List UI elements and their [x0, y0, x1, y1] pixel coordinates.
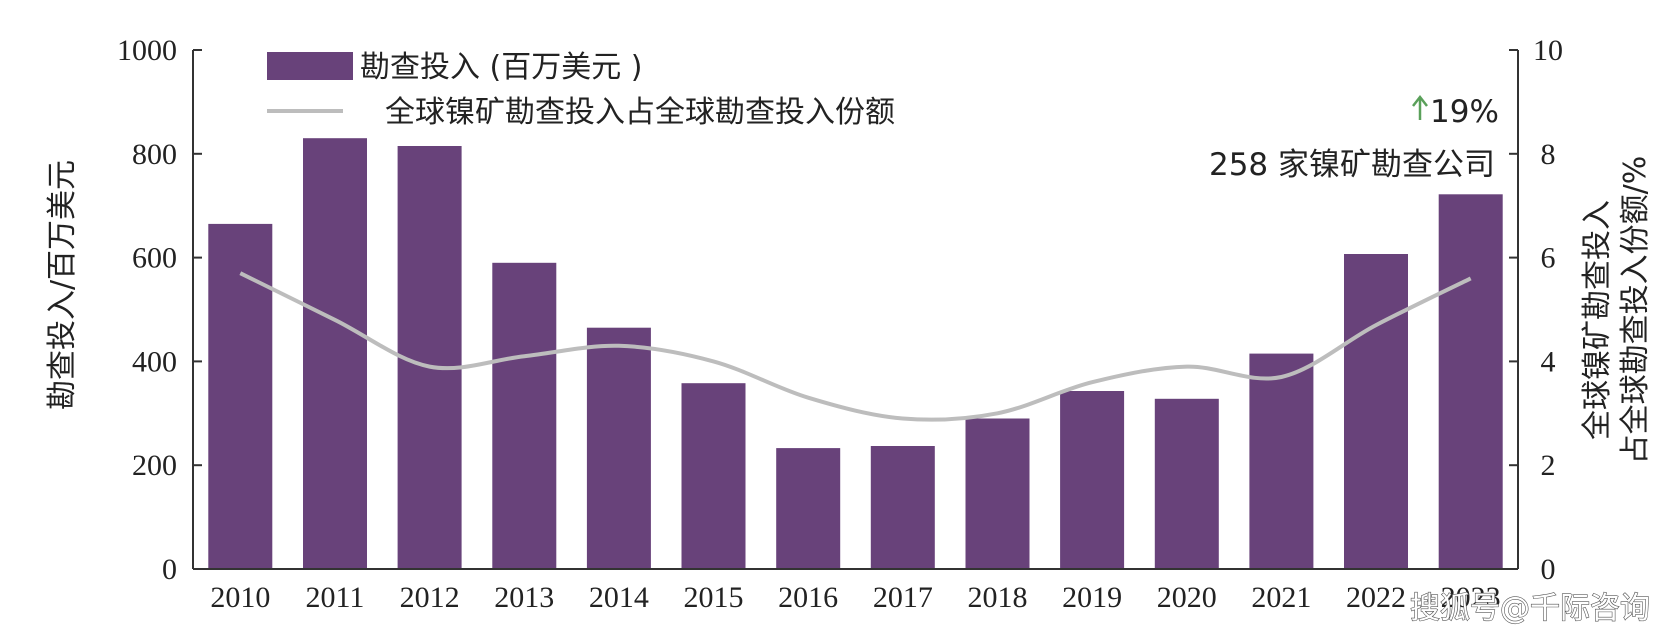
y2-axis-title-line2: 占全球勘查投入份额/% [1618, 156, 1653, 465]
x-tick-label: 2022 [1346, 581, 1406, 614]
tick-labels: 0 200 400 600 800 1000 0 2 4 6 8 10 2010 2011 2012 2013… [117, 34, 1563, 614]
bar-2012 [397, 146, 462, 569]
y2-axis-title-line1: 全球镍矿勘查投入 [1580, 200, 1615, 440]
x-tick-label: 2015 [684, 581, 744, 614]
y-tick-label: 1000 [117, 34, 177, 67]
y2-tick-label: 10 [1533, 34, 1563, 67]
bar-2023 [1438, 194, 1503, 570]
growth-label: 19% [1430, 94, 1499, 130]
bar-2011 [303, 138, 367, 569]
y-tick-label: 800 [132, 138, 177, 171]
y2-tick-label: 6 [1541, 242, 1556, 275]
bar-2019 [1060, 391, 1125, 569]
bar-2014 [586, 327, 651, 569]
companies-annotation: 258 家镍矿勘查公司 [1209, 147, 1495, 183]
y2-tick-label: 0 [1541, 553, 1556, 586]
axes [192, 49, 1519, 570]
y2-tick-label: 4 [1541, 345, 1556, 378]
y-axis-title: 勘查投入/百万美元 [45, 160, 80, 410]
y2-tick-label: 8 [1541, 138, 1556, 171]
up-arrow-icon [1412, 94, 1428, 120]
x-tick-label: 2010 [210, 581, 270, 614]
y-tick-label: 200 [132, 449, 177, 482]
x-tick-label: 2016 [778, 581, 838, 614]
bar-2016 [776, 448, 841, 569]
y-tick-label: 400 [132, 345, 177, 378]
x-tick-label: 2018 [967, 581, 1027, 614]
legend: 勘查投入 (百万美元 ) 全球镍矿勘查投入占全球勘查投入份额 [267, 50, 895, 130]
legend-bar-swatch [267, 52, 353, 80]
bar-2013 [492, 262, 557, 569]
x-tick-label: 2012 [400, 581, 460, 614]
x-tick-label: 2011 [306, 581, 365, 614]
y-tick-label: 600 [132, 242, 177, 275]
x-tick-label: 2014 [589, 581, 649, 614]
legend-line-label: 全球镍矿勘查投入占全球勘查投入份额 [385, 95, 895, 130]
x-tick-label: 2019 [1062, 581, 1122, 614]
bar-2022 [1344, 254, 1408, 569]
growth-annotation: 19% [1412, 94, 1499, 130]
x-tick-label: 2017 [873, 581, 933, 614]
share-line [239, 271, 1472, 422]
legend-bar-label: 勘查投入 (百万美元 ) [360, 50, 642, 85]
bar-2015 [681, 383, 746, 569]
y-tick-label: 0 [162, 553, 177, 586]
bar-2010 [208, 223, 273, 569]
y2-tick-label: 2 [1541, 449, 1556, 482]
x-tick-label: 2021 [1251, 581, 1311, 614]
watermark: 搜狐号@千际咨询 [1410, 591, 1650, 626]
bar-2018 [965, 418, 1030, 569]
x-tick-label: 2013 [494, 581, 554, 614]
bar-2020 [1154, 398, 1219, 569]
bars [208, 138, 1503, 570]
x-tick-label: 2023 [1441, 581, 1501, 614]
bar-2021 [1249, 353, 1314, 569]
bar-2017 [870, 446, 935, 569]
x-tick-label: 2020 [1157, 581, 1217, 614]
